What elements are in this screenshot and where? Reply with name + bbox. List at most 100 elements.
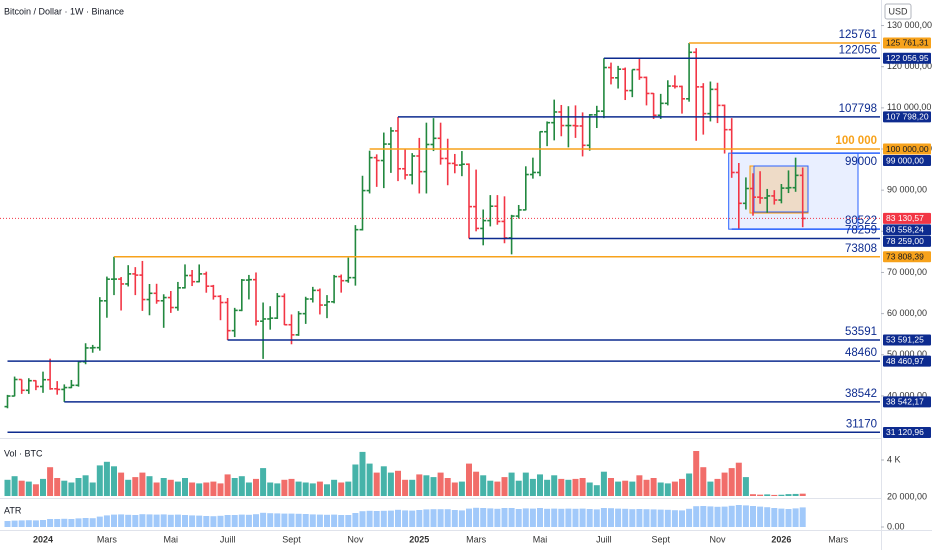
bar [735,505,742,527]
currency-box[interactable] [884,3,912,20]
bar [103,515,110,527]
bar [25,520,32,527]
bar [522,472,529,496]
x-tick-label: Mai [533,534,548,544]
bar [118,472,125,496]
bar [196,483,203,496]
bar [302,514,309,527]
bar [245,482,252,496]
bar [373,472,380,496]
bar [11,520,18,527]
bar [608,477,614,496]
bar [11,476,18,496]
bar [89,518,96,527]
bar [47,467,54,496]
bar [89,482,96,496]
bar [551,475,558,496]
bar [764,507,771,527]
bar [458,481,465,496]
bar [238,514,245,527]
bar [473,507,480,527]
bar [423,475,430,496]
bar [466,463,472,496]
bar [757,494,764,496]
bar [174,481,181,496]
bar [586,509,593,527]
bar [359,451,366,496]
bar [210,481,217,496]
bar [714,506,721,527]
bar [430,509,437,527]
price-tag [883,212,931,224]
bar [309,483,316,496]
price-tag-label: 122 056,95 [886,53,929,63]
price-tag [883,143,931,155]
bar [728,468,735,496]
price-tag [883,426,931,438]
price-tag-label: 78 259,00 [886,236,924,246]
bar [125,479,132,496]
bar [437,472,444,496]
bar [437,509,444,527]
price-tag-label: 80 558,24 [886,225,924,235]
bar [537,474,543,496]
bar [316,514,323,527]
level-label: 122056 [839,44,877,56]
bar [274,483,281,496]
bar [480,475,487,496]
bar [387,510,394,527]
bar [785,494,792,496]
bar [466,508,472,527]
bar [182,477,188,496]
bar [473,471,480,496]
bar [636,509,643,527]
bar [792,508,799,527]
y-tick-label: 60 000,00 [887,308,927,318]
price-tag [883,52,931,64]
x-tick-label: Mars [466,534,486,544]
bar [316,481,323,496]
bar [629,481,636,496]
bar [409,479,416,496]
currency[interactable]: USD [888,6,908,16]
bar [75,477,82,496]
bar [778,494,785,496]
bar [345,515,352,527]
bar [68,519,75,527]
price-tag [883,37,931,49]
level-label: 99000 [845,156,877,168]
bar [657,509,664,527]
price-tag [883,355,931,367]
bar [430,477,437,496]
bar [182,515,188,527]
bar [700,506,707,527]
bar [600,508,607,527]
pane-title: Bitcoin / Dollar · 1W · Binance [4,6,124,16]
bar [82,475,89,496]
bar [68,482,75,496]
price-tag [883,235,931,247]
bar [728,505,735,527]
price-tag-label: 100 000,00 [886,144,929,154]
x-tick-label: Mai [164,534,179,544]
price-tag-label: 73 808,39 [886,252,924,262]
bar [153,482,160,496]
bar [608,508,614,527]
bar [302,482,309,496]
bar [664,509,671,527]
bar [636,475,643,496]
bar [416,474,423,496]
bar [217,515,224,527]
bar [515,480,522,496]
price-tag-label: 31 120,96 [886,427,924,437]
bar [139,472,146,496]
bar [742,505,749,527]
bar [444,477,451,496]
x-tick-label: Mars [828,534,848,544]
bar [544,508,551,527]
bar [679,510,685,527]
bar [529,508,536,527]
bar [615,481,622,496]
